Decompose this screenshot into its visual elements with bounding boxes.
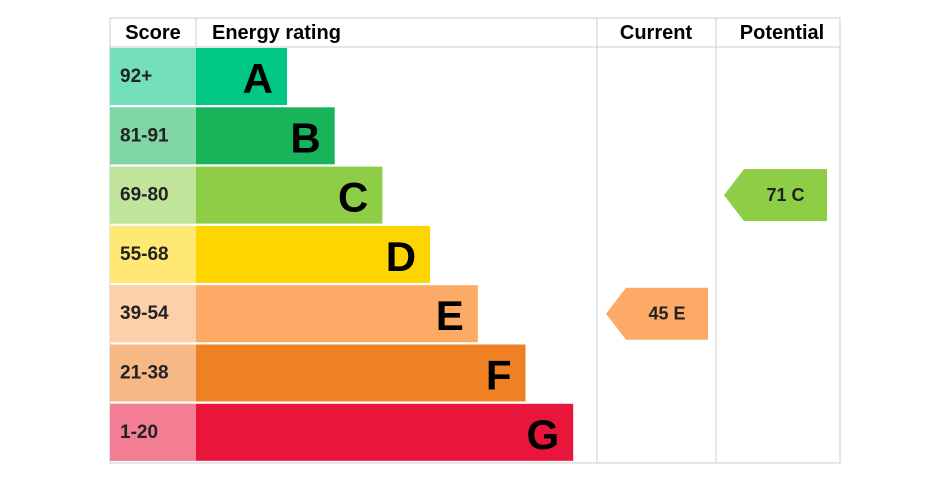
score-cell-tint xyxy=(110,107,196,165)
rating-bar xyxy=(196,403,574,461)
score-range: 1-20 xyxy=(120,422,158,443)
header-current: Current xyxy=(620,22,693,44)
rating-bar xyxy=(196,225,431,283)
rating-arrow-label: 45 E xyxy=(648,304,685,324)
header-rating: Energy rating xyxy=(212,22,341,44)
score-cell-tint xyxy=(110,225,196,283)
rating-bar xyxy=(196,344,526,402)
header-score: Score xyxy=(125,22,181,44)
score-cell xyxy=(110,107,196,165)
rating-letter: B xyxy=(290,114,320,161)
score-range: 39-54 xyxy=(120,303,169,324)
score-cell xyxy=(110,48,196,105)
score-range: 55-68 xyxy=(120,244,169,265)
score-range: 69-80 xyxy=(120,185,169,206)
score-cell xyxy=(110,285,196,343)
score-cell-tint xyxy=(110,48,196,105)
score-range: 21-38 xyxy=(120,363,169,384)
rating-arrow-label: 71 C xyxy=(766,185,804,205)
rating-arrow xyxy=(606,287,708,340)
score-cell-tint xyxy=(110,285,196,343)
score-cell xyxy=(110,403,196,461)
header-potential: Potential xyxy=(740,22,824,44)
score-cell xyxy=(110,344,196,402)
rating-letter: G xyxy=(527,411,560,458)
rating-letter: E xyxy=(436,292,464,339)
rating-letter: C xyxy=(338,174,368,221)
score-cell-tint xyxy=(110,166,196,224)
score-range: 81-91 xyxy=(120,125,169,146)
rating-bar xyxy=(196,285,478,343)
rating-bar xyxy=(196,48,287,105)
rating-bar xyxy=(196,107,335,165)
rating-letter: A xyxy=(243,55,273,102)
score-cell xyxy=(110,166,196,224)
score-cell-tint xyxy=(110,403,196,461)
rating-arrow xyxy=(724,169,827,222)
rating-letter: D xyxy=(386,233,416,280)
rating-bar xyxy=(196,166,383,224)
score-cell-tint xyxy=(110,344,196,402)
score-range: 92+ xyxy=(120,66,152,87)
rating-letter: F xyxy=(486,352,512,399)
score-cell xyxy=(110,225,196,283)
